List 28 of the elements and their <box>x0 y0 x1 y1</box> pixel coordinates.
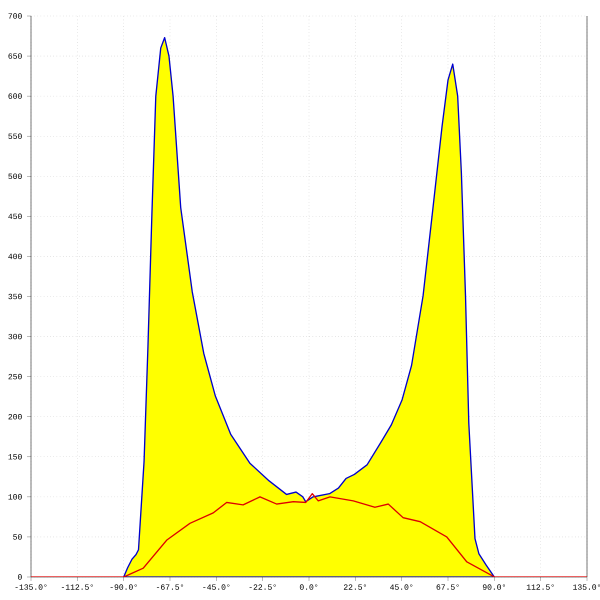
x-tick-label: 90.0° <box>482 584 506 590</box>
x-tick-label: 112.5° <box>526 584 554 590</box>
y-tick-label: 50 <box>13 534 22 540</box>
y-tick-label: 300 <box>8 334 22 340</box>
y-tick-label: 450 <box>8 214 22 220</box>
x-tick-label: 67.5° <box>436 584 459 590</box>
x-tick-label: 22.5° <box>344 584 366 590</box>
x-tick-label: -135.0° <box>15 584 47 590</box>
y-tick-label: 350 <box>8 294 22 300</box>
x-tick-label: -45.0° <box>203 584 230 590</box>
y-tick-label: 200 <box>8 414 22 420</box>
y-tick-label: 650 <box>8 53 22 59</box>
y-tick-label: 600 <box>8 93 22 99</box>
x-tick-label: 135.0° <box>573 584 600 590</box>
x-tick-label: 45.0° <box>390 584 412 590</box>
y-tick-label: 500 <box>8 174 22 180</box>
y-tick-label: 250 <box>8 374 22 380</box>
y-tick-label: 0 <box>18 574 22 580</box>
y-tick-label: 700 <box>8 13 22 19</box>
y-tick-label: 150 <box>8 454 22 460</box>
y-tick-label: 550 <box>8 134 22 139</box>
x-tick-label: -67.5° <box>156 584 184 590</box>
x-tick-label: 0.0° <box>300 584 318 590</box>
x-tick-label: -112.5° <box>62 584 93 590</box>
y-tick-label: 400 <box>8 254 22 260</box>
x-tick-label: -90.0° <box>110 584 137 590</box>
x-tick-label: -22.5° <box>250 584 276 590</box>
y-tick-label: 100 <box>8 494 22 500</box>
